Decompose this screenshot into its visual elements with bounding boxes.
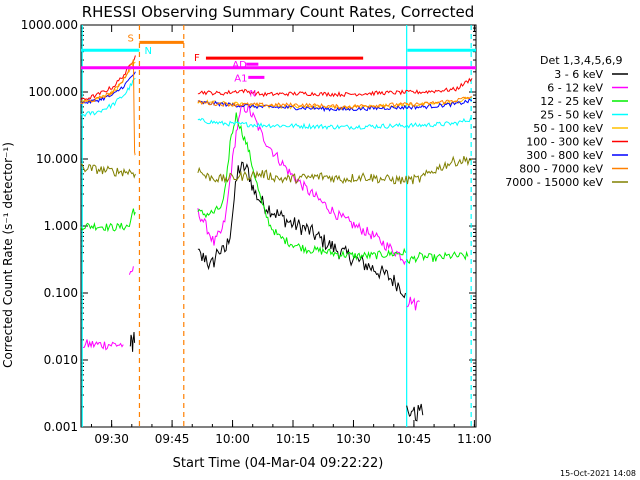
series-line [80,77,136,118]
x-tick-label: 10:15 [276,432,311,446]
y-tick-label: 0.100 [44,286,78,300]
timestamp-footer: 15-Oct-2021 14:08 [560,469,636,478]
series-line [80,71,136,106]
chart-title: RHESSI Observing Summary Count Rates, Co… [82,3,475,21]
x-axis-label: Start Time (04-Mar-04 09:22:22) [173,456,384,471]
y-tick-label: 100.000 [28,85,78,99]
y-tick-label: 1.000 [44,219,78,233]
series-line [406,296,420,311]
legend-label: 100 - 300 keV [526,136,603,149]
series-line [197,77,473,98]
legend-label: 3 - 6 keV [554,68,603,81]
state-bar-label: N [144,46,151,57]
series-line [80,208,136,233]
plot-area: 1000.000 100.000 10.000 1.000 0.100 0.010 0.00… [21,18,492,446]
series-line [82,339,124,351]
series-line [197,112,406,261]
legend-label: 50 - 100 keV [533,122,603,135]
series-line [80,163,136,179]
series-line [197,96,473,110]
series-line [197,103,406,266]
legend-label: 300 - 800 keV [526,149,603,162]
x-tick-label: 09:30 [94,432,129,446]
y-tick-label: 1000.000 [21,18,78,32]
x-tick-label: 10:45 [397,432,432,446]
y-tick-label: 0.010 [44,353,78,367]
flare-marker-label: N [249,90,256,100]
legend-label: 7000 - 15000 keV [505,176,603,189]
legend-label: 12 - 25 keV [540,95,603,108]
y-tick-label: 0.001 [44,420,78,434]
legend-title: Det 1,3,4,5,6,9 [540,54,623,67]
y-tick-label: 10.000 [36,152,78,166]
series-line [197,155,473,185]
state-bar-label: F [194,53,200,64]
series-line [406,403,424,422]
series-300-800-kevkev [80,71,473,113]
y-axis-label: Corrected Count Rate (s⁻¹ detector⁻¹) [1,142,15,368]
series-line [197,117,473,131]
legend-label: 25 - 50 keV [540,109,603,122]
x-tick-label: 11:00 [457,432,492,446]
series-3-6-kevkev [129,161,424,422]
state-bar-label: A1 [234,73,247,84]
state-bar-label: AD [232,60,247,71]
series-12-25-kevkev [80,112,469,265]
state-bar-label: S [127,33,133,44]
plot-frame [80,24,477,428]
x-tick-label: 09:45 [155,432,190,446]
series-25-50-kevkev [80,77,473,131]
legend-label: 6 - 12 keV [547,82,603,95]
series-line [406,250,469,265]
series-line [197,98,473,113]
series-6-12-kevkev [82,103,420,351]
series-line [129,331,136,352]
legend-label: 800 - 7000 keV [519,163,603,176]
x-tick-label: 10:30 [336,432,371,446]
series-line [197,161,406,299]
series-7000-15000-kevkev [80,155,473,185]
series-line [128,266,134,275]
x-tick-label: 10:00 [215,432,250,446]
